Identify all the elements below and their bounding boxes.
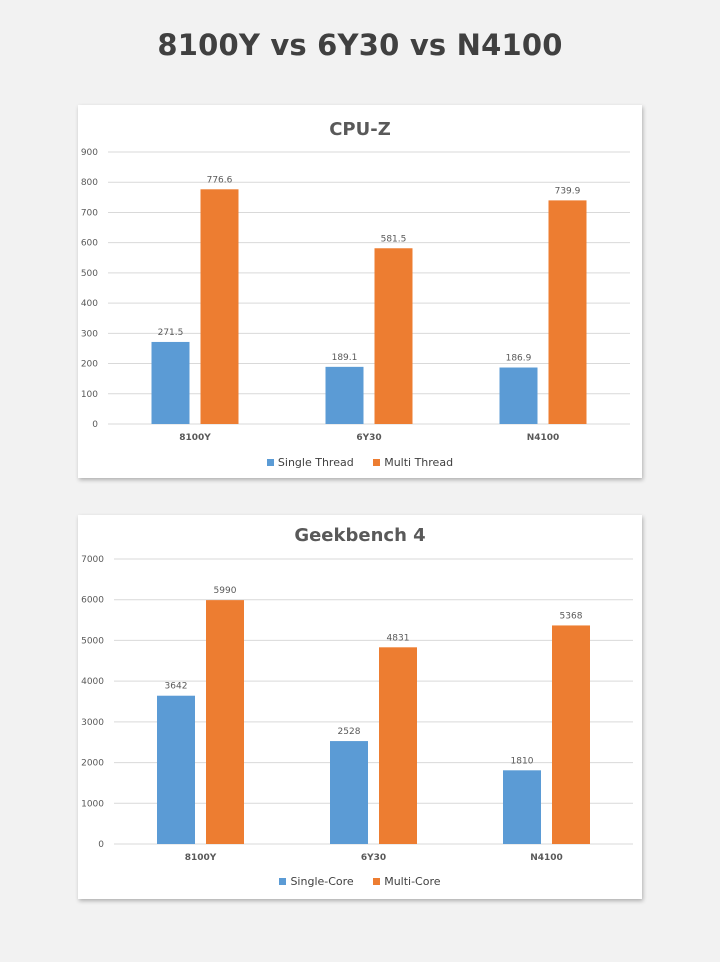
geekbench-chart-panel: Geekbench 4 0 1000 2000 3000 4000 5000 6000 700… — [78, 515, 642, 899]
x-tick-label: N4100 — [527, 433, 560, 443]
bar-single-thread — [499, 367, 538, 424]
bar-multi-core — [379, 647, 417, 844]
x-tick-label: N4100 — [530, 853, 563, 863]
y-tick-label: 500 — [81, 269, 98, 279]
data-label: 189.1 — [332, 353, 358, 363]
y-tick-label: 0 — [98, 840, 104, 850]
legend-label: Multi Thread — [384, 456, 454, 469]
y-tick-label: 100 — [81, 390, 98, 400]
chart-legend: Single-Core Multi-Core — [78, 875, 642, 888]
y-tick-label: 1000 — [81, 799, 104, 809]
legend-label: Single-Core — [290, 875, 354, 888]
bar-multi-thread — [374, 248, 413, 424]
chart-title: CPU-Z — [329, 119, 391, 140]
legend-swatch — [373, 459, 381, 466]
x-tick-label: 8100Y — [185, 853, 217, 863]
y-tick-label: 800 — [81, 178, 98, 188]
data-label: 271.5 — [158, 328, 184, 338]
cpuz-chart: 0 100 200 300 400 500 600 700 800 900 8100Y 271.5 77… — [81, 148, 630, 443]
legend-item-single-thread: Single Thread — [266, 456, 354, 469]
data-label: 1810 — [511, 756, 534, 766]
legend-item-multi-thread: Multi Thread — [373, 456, 453, 469]
x-tick-label: 6Y30 — [361, 853, 386, 863]
chart-title: Geekbench 4 — [294, 525, 426, 546]
y-tick-label: 3000 — [81, 718, 104, 728]
legend-swatch — [373, 878, 381, 885]
geekbench-chart: 0 1000 2000 3000 4000 5000 6000 7000 8100Y 3642 59… — [81, 555, 633, 863]
y-tick-label: 5000 — [81, 636, 104, 646]
data-label: 581.5 — [381, 234, 407, 244]
y-tick-label: 200 — [81, 360, 98, 370]
legend-label: Single Thread — [277, 456, 354, 469]
bar-single-core — [503, 770, 541, 844]
data-label: 5990 — [214, 586, 237, 596]
legend-item-multi-core: Multi-Core — [373, 875, 441, 888]
y-tick-label: 900 — [81, 148, 98, 158]
data-label: 5368 — [560, 611, 583, 621]
bar-single-thread — [151, 341, 190, 424]
data-label: 739.9 — [555, 186, 581, 196]
bar-multi-core — [552, 625, 590, 844]
bar-multi-thread — [548, 200, 587, 424]
y-tick-label: 2000 — [81, 759, 104, 769]
y-tick-label: 4000 — [81, 677, 104, 687]
y-tick-label: 300 — [81, 329, 98, 339]
legend-swatch — [279, 878, 287, 885]
x-tick-label: 8100Y — [179, 433, 211, 443]
bar-multi-thread — [200, 189, 239, 424]
legend-label: Multi-Core — [384, 875, 441, 888]
data-label: 4831 — [387, 633, 410, 643]
data-label: 776.6 — [207, 175, 233, 185]
y-tick-label: 700 — [81, 208, 98, 218]
chart-legend: Single Thread Multi Thread — [78, 456, 642, 469]
y-tick-label: 7000 — [81, 555, 104, 565]
x-tick-label: 6Y30 — [356, 433, 381, 443]
bar-single-thread — [325, 366, 364, 424]
cpuz-chart-panel: CPU-Z 0 100 200 300 400 500 600 700 800 900 8100Y 2… — [78, 105, 642, 478]
y-tick-label: 600 — [81, 239, 98, 249]
data-label: 186.9 — [506, 354, 532, 364]
legend-swatch — [266, 459, 274, 466]
bar-single-core — [157, 695, 195, 844]
legend-item-single-core: Single-Core — [279, 875, 354, 888]
data-label: 3642 — [165, 682, 188, 692]
bar-single-core — [330, 741, 368, 844]
y-tick-label: 400 — [81, 299, 98, 309]
bar-multi-core — [206, 600, 244, 844]
page-title: 8100Y vs 6Y30 vs N4100 — [157, 28, 563, 62]
y-tick-label: 6000 — [81, 596, 104, 606]
y-tick-label: 0 — [92, 420, 98, 430]
data-label: 2528 — [338, 727, 361, 737]
